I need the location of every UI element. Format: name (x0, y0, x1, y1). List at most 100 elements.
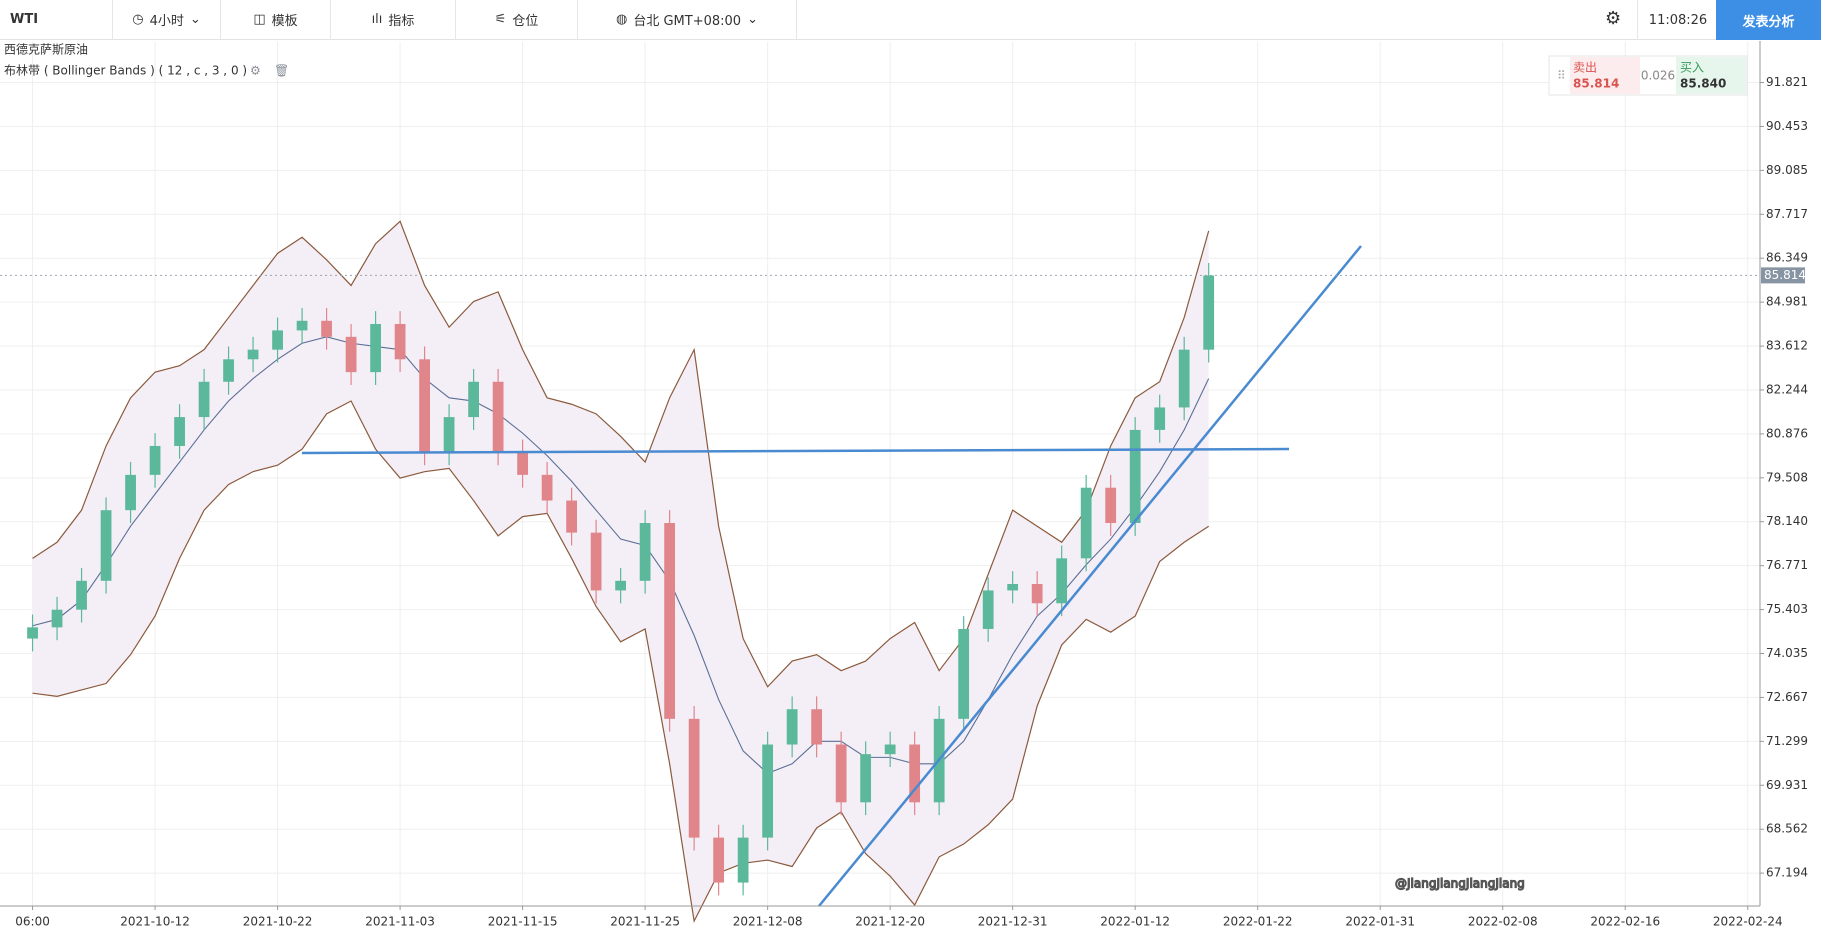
candle-body (1056, 558, 1068, 604)
icon: ⚟ (494, 12, 507, 27)
x-tick-label: 2021-12-08 (733, 915, 803, 929)
x-tick-label: 2022-02-16 (1590, 915, 1660, 929)
indicator-delete[interactable]: 🗑 (274, 64, 289, 78)
band-middle (32, 336, 1210, 775)
sell-label: 卖出 (1573, 61, 1597, 75)
indicator-settings[interactable]: ⚙ (250, 64, 261, 78)
last-price-box (1761, 267, 1805, 284)
candle-body (762, 744, 774, 838)
publish-button[interactable]: 发表分析 (1716, 0, 1821, 40)
x-tick-label: 2022-01-12 (1100, 915, 1170, 929)
settings-icon[interactable]: ⚙ (1605, 8, 1622, 29)
candle-body (1105, 487, 1117, 524)
spread: 0.026 (1641, 69, 1675, 83)
candle-body (296, 320, 308, 331)
candle-body (100, 510, 112, 581)
candle-body (566, 500, 578, 533)
y-tick-label: 69.931 (1766, 778, 1808, 792)
x-tick-label: 2021-10-22 (243, 915, 313, 929)
y-tick-label: 82.244 (1766, 382, 1808, 396)
candle-body (737, 837, 749, 883)
candle-body (1129, 429, 1141, 524)
x-tick-label: 2022-01-22 (1223, 915, 1293, 929)
caret: ⌄ (189, 12, 201, 27)
candle-body (664, 523, 676, 719)
candle-body (1031, 584, 1043, 604)
candle-body (1007, 584, 1019, 591)
sell-area[interactable] (1570, 57, 1640, 94)
label: 模板 (271, 14, 298, 29)
x-tick-label: 2021-12-31 (978, 915, 1048, 929)
candle-body (713, 837, 725, 883)
timezone-button[interactable]: ◍ 台北 GMT+08:00 ⌄ (578, 0, 797, 40)
candle-body (615, 580, 627, 591)
trend-line-diagonal[interactable] (818, 245, 1362, 907)
y-tick-label: 78.140 (1766, 514, 1808, 528)
icon: ◍ (616, 12, 628, 27)
candle-body (27, 627, 38, 639)
candle-body (909, 744, 921, 803)
candle-body (1203, 275, 1215, 350)
candle-body (639, 523, 651, 581)
interval-button[interactable]: ◷ 4小时 ⌄ (113, 0, 221, 40)
candle-body (811, 709, 823, 745)
y-tick-label: 72.667 (1766, 690, 1808, 704)
watermark: @JiangJiangJiangJiang (1395, 877, 1525, 891)
x-tick-label: 06:00 (15, 915, 50, 929)
icon: ılı (371, 12, 383, 27)
template-button[interactable]: ◫ 模板 (221, 0, 331, 40)
y-tick-label: 89.085 (1766, 163, 1808, 177)
candle-body (786, 709, 798, 745)
symbol[interactable]: WTI (0, 0, 113, 40)
candle-body (835, 744, 847, 803)
candle-body (958, 628, 970, 719)
candle-body (492, 381, 504, 453)
y-tick-label: 76.771 (1766, 558, 1808, 572)
band-upper (32, 220, 1210, 688)
candle-body (517, 452, 528, 475)
candle-body (419, 359, 430, 453)
y-tick-label: 91.821 (1766, 75, 1808, 89)
label: 指标 (388, 14, 415, 29)
candle-body (51, 609, 63, 628)
candle-body (394, 323, 406, 360)
x-tick-label: 2022-01-31 (1345, 915, 1415, 929)
label: 台北 GMT+08:00 (633, 14, 742, 29)
sell-price: 85.814 (1573, 77, 1619, 91)
y-tick-label: 74.035 (1766, 646, 1808, 660)
icon: ◫ (253, 12, 266, 27)
interval: 4小时 (149, 14, 184, 29)
y-tick-label: 67.194 (1766, 866, 1808, 880)
positions-button[interactable]: ⚟ 仓位 (456, 0, 578, 40)
buy-label: 买入 (1680, 61, 1704, 75)
buy-area[interactable] (1676, 57, 1746, 94)
candle-body (370, 323, 381, 373)
candle-body (443, 417, 455, 453)
candle-body (541, 474, 553, 501)
indicators-button[interactable]: ılı 指标 (331, 0, 456, 40)
candle-body (223, 359, 234, 382)
y-tick-label: 68.562 (1766, 822, 1808, 836)
y-tick-label: 80.876 (1766, 426, 1808, 440)
candle-body (76, 580, 87, 610)
x-tick-label: 2021-12-20 (855, 915, 925, 929)
y-tick-label: 84.981 (1766, 295, 1808, 309)
y-tick-label: 87.717 (1766, 207, 1808, 221)
candle-body (125, 474, 136, 511)
candle-body (884, 744, 896, 755)
candle-body (272, 330, 283, 350)
chart: 91.821 90.453 89.085 87.717 86.349 84.981 83.6… (0, 41, 1808, 929)
indicator-label: 布林带 ( Bollinger Bands ) ( 12 , c , 3 , 0… (4, 64, 247, 78)
trend-line-horizontal[interactable] (301, 447, 1290, 455)
candle-body (321, 320, 332, 337)
buy-price: 85.840 (1680, 77, 1726, 91)
candle-body (860, 754, 872, 803)
y-tick-label: 79.508 (1766, 470, 1808, 484)
icon: ◷ (132, 12, 144, 27)
candle-body (1154, 407, 1166, 430)
drag-handle[interactable]: ⠿ (1557, 69, 1566, 83)
y-tick-label: 71.299 (1766, 734, 1808, 748)
trade-box: ⠿ 卖出 85.814 0.026 买入 85.840 (1548, 55, 1748, 96)
x-tick-label: 2021-11-25 (610, 915, 680, 929)
